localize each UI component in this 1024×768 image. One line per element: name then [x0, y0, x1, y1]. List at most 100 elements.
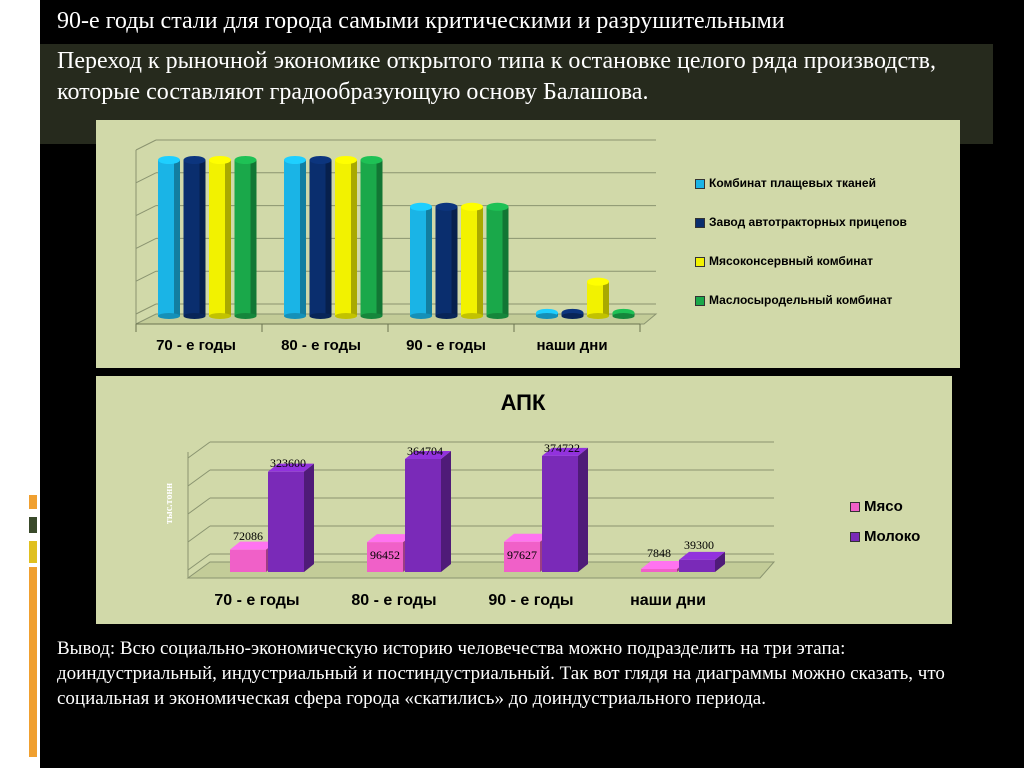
data-label: 7848: [647, 546, 671, 560]
bar-top: [268, 463, 314, 472]
bar-shade: [225, 160, 231, 316]
bar-cap: [461, 202, 483, 211]
legend-swatch: [850, 502, 860, 513]
bar: [561, 308, 584, 319]
category-label: 90 - е годы: [406, 337, 486, 354]
bar-base: [536, 313, 558, 319]
bar-cap: [360, 156, 383, 164]
bar: [360, 156, 383, 319]
gridline: [187, 497, 211, 515]
legend-swatch: [695, 256, 705, 267]
bar-base: [410, 313, 432, 319]
data-label: 39300: [684, 538, 714, 552]
gridline: [135, 270, 157, 282]
legend-item: Мясоконсервный комбинат: [695, 254, 955, 268]
category-label: наши дни: [536, 337, 608, 354]
legend-label: Завод автотракторных прицепов: [709, 215, 907, 229]
bar-shade: [451, 206, 458, 316]
enterprises-chart-plot: [135, 139, 658, 332]
bar: [309, 156, 332, 319]
bar-shade: [199, 160, 206, 316]
bar-front: [641, 569, 677, 572]
data-label: 97627: [507, 548, 537, 562]
bar-base: [158, 313, 180, 319]
gridline: [187, 441, 211, 459]
bar-top: [504, 533, 550, 542]
bar-top: [542, 447, 588, 456]
bar-top: [405, 450, 451, 459]
bar-shade: [351, 160, 357, 316]
bar-base: [612, 313, 635, 319]
bar: [587, 277, 609, 319]
bar: [268, 463, 314, 572]
bar-base: [561, 313, 584, 319]
legend-label: Маслосыродельный комбинат: [709, 293, 893, 307]
bar-shade: [325, 160, 332, 316]
bar-base: [335, 313, 357, 319]
bar-cap: [183, 156, 206, 164]
bar-top: [641, 561, 687, 569]
legend-label: Мясо: [864, 498, 903, 515]
gridline: [135, 303, 157, 315]
gridline: [187, 469, 211, 487]
bar-cap: [587, 277, 609, 286]
gridline: [135, 205, 157, 217]
bar-front: [230, 549, 266, 572]
bar-cap: [158, 156, 180, 164]
bar: [536, 308, 558, 319]
legend-swatch: [695, 178, 705, 189]
bar-shade: [174, 160, 180, 316]
bar-front: [679, 559, 715, 572]
data-label: 364704: [407, 444, 443, 458]
bar-base: [360, 313, 383, 319]
conclusion-text: Вывод: Всю социально-экономическую истор…: [57, 638, 945, 709]
bar-side: [578, 447, 588, 572]
bar: [486, 202, 509, 319]
bar-base: [486, 313, 509, 319]
bar-base: [435, 313, 458, 319]
bar-top: [230, 541, 276, 550]
bar-shade: [502, 206, 509, 316]
data-label: 96452: [370, 548, 400, 562]
legend-swatch: [850, 532, 860, 543]
gridline: [187, 525, 211, 543]
bar-cap: [410, 202, 432, 211]
bar: [542, 447, 588, 572]
bar: [158, 156, 180, 319]
category-label: 80 - е годы: [351, 592, 437, 609]
gridline: [135, 237, 157, 249]
bar-cap: [209, 156, 231, 164]
bar-front: [504, 541, 540, 572]
y-axis-label: тыс.тонн: [164, 483, 175, 524]
bar-cap: [335, 156, 357, 164]
bar-side: [715, 551, 725, 572]
slide-title: 90-е годы стали для города самыми критич…: [57, 8, 785, 34]
bar: [461, 202, 483, 319]
bar-base: [587, 313, 609, 319]
bar-base: [284, 313, 306, 319]
bar: [612, 308, 635, 319]
bar-side: [441, 450, 451, 572]
apk-chart: АПК тыс.тонн 70 - е годы 80 - е годы 90 …: [96, 376, 952, 624]
legend-swatch: [695, 217, 705, 228]
bar-base: [183, 313, 206, 319]
bar: [335, 156, 357, 319]
chart-floor: [186, 561, 776, 579]
gridline: [135, 139, 157, 151]
legend-item: Молоко: [850, 528, 920, 545]
bar-cap: [309, 156, 332, 164]
bar-cap: [486, 202, 509, 211]
category-label: 70 - е годы: [214, 592, 300, 609]
data-label: 72086: [233, 529, 263, 543]
legend-label: Мясоконсервный комбинат: [709, 254, 874, 268]
legend-item: Маслосыродельный комбинат: [695, 293, 955, 307]
decorative-stripes: [25, 495, 39, 760]
bar: [410, 202, 432, 319]
bar-base: [461, 313, 483, 319]
data-label: 323600: [270, 456, 306, 470]
enterprises-chart: 70 - е годы 80 - е годы 90 - е годы наши…: [96, 120, 960, 368]
bar-shade: [300, 160, 306, 316]
gridline: [135, 172, 157, 184]
apk-chart-plot: [186, 441, 776, 579]
bar: [183, 156, 206, 319]
